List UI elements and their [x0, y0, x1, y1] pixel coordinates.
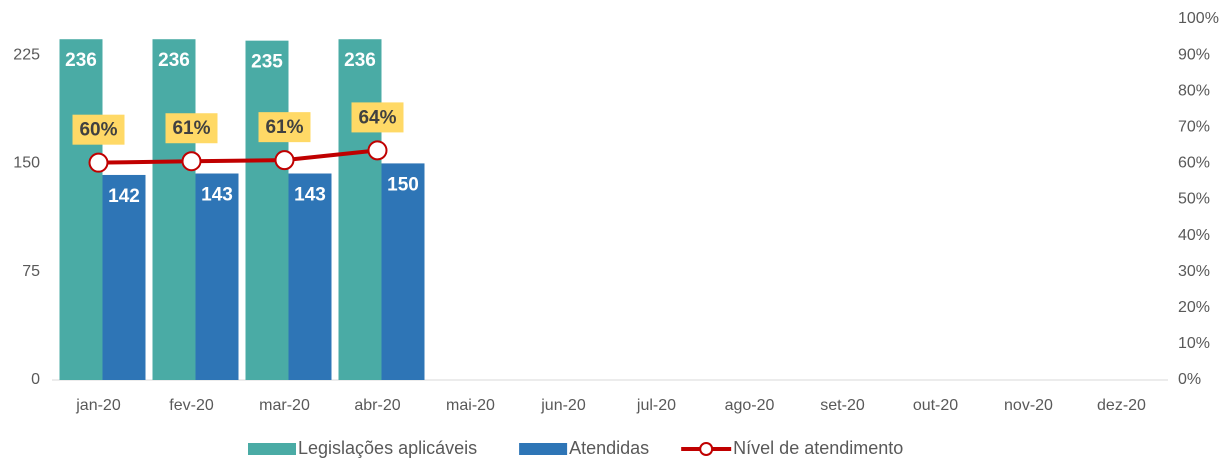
bar-value-label: 236	[158, 50, 190, 71]
y-tick-label: 225	[13, 46, 40, 63]
x-tick-label: ago-20	[725, 397, 775, 414]
line	[98, 148, 378, 165]
x-tick-label: mar-20	[259, 397, 310, 414]
x-tick-label: nov-20	[1004, 397, 1053, 414]
x-tick-label: out-20	[913, 397, 958, 414]
legend-label: Legislações aplicáveis	[298, 438, 477, 458]
x-tick-label: jan-20	[75, 397, 121, 414]
legend-swatch	[248, 443, 296, 455]
bar	[288, 173, 332, 380]
y2-tick-label: 100%	[1178, 10, 1219, 27]
line-marker	[367, 140, 388, 161]
y2-tick-label: 80%	[1178, 82, 1210, 99]
bar-value-label: 143	[201, 185, 233, 206]
bar-value-label: 236	[344, 50, 376, 71]
legend-label: Atendidas	[569, 438, 649, 458]
line-value-label: 60%	[79, 120, 117, 141]
bar	[245, 40, 289, 380]
line-marker	[274, 150, 295, 171]
bar	[195, 173, 239, 380]
bar	[102, 174, 146, 380]
y2-tick-label: 10%	[1178, 335, 1210, 352]
x-tick-label: set-20	[820, 397, 865, 414]
x-tick-label: abr-20	[354, 397, 400, 414]
x-tick-label: fev-20	[169, 397, 214, 414]
line-marker	[88, 152, 109, 173]
legend-label: Nível de atendimento	[733, 438, 903, 458]
y2-tick-label: 50%	[1178, 191, 1210, 208]
y2-tick-label: 0%	[1178, 371, 1201, 388]
y-tick-label: 0	[31, 371, 40, 388]
legend-swatch	[519, 443, 568, 455]
x-tick-label: jul-20	[636, 397, 676, 414]
bar	[59, 39, 103, 380]
y2-tick-label: 40%	[1178, 227, 1210, 244]
line-marker	[181, 151, 202, 172]
y2-tick-label: 30%	[1178, 263, 1210, 280]
y-tick-label: 150	[13, 155, 40, 172]
y2-tick-label: 20%	[1178, 299, 1210, 316]
y2-tick-label: 90%	[1178, 46, 1210, 63]
bar	[338, 39, 382, 380]
y-tick-label: 75	[22, 263, 40, 280]
bar	[381, 163, 425, 380]
y2-tick-label: 70%	[1178, 119, 1210, 136]
x-tick-label: mai-20	[446, 397, 495, 414]
y2-tick-label: 60%	[1178, 155, 1210, 172]
bar-value-label: 236	[65, 50, 97, 71]
label-box	[351, 102, 404, 133]
line-value-label: 61%	[172, 118, 210, 139]
legend-marker	[699, 442, 714, 456]
line-value-label: 64%	[358, 107, 396, 128]
label-box	[258, 112, 311, 143]
x-tick-label: dez-20	[1097, 397, 1146, 414]
bar-value-label: 150	[387, 174, 419, 195]
bar-value-label: 235	[251, 52, 283, 73]
bar	[152, 39, 196, 380]
x-tick-label: jun-20	[540, 397, 586, 414]
label-box	[165, 113, 218, 144]
bar-value-label: 142	[108, 186, 140, 207]
label-box	[72, 114, 125, 145]
bar-value-label: 143	[294, 185, 326, 206]
line-value-label: 61%	[265, 117, 303, 138]
